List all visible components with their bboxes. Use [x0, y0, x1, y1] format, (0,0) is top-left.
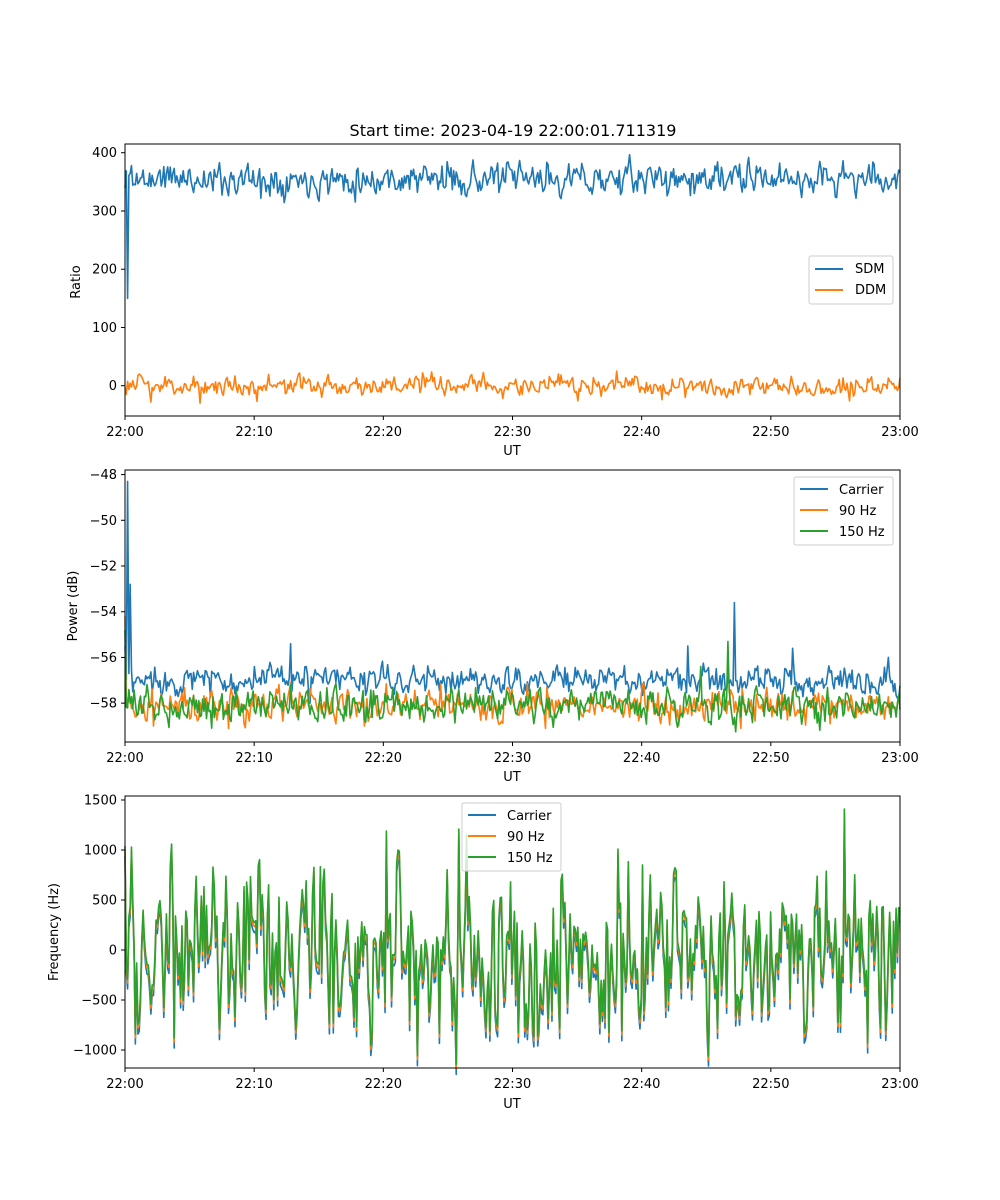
power-plot-frame	[124, 469, 901, 743]
frequency-legend-label-carrier: Carrier	[507, 809, 552, 824]
ratio-x-tick-label: 22:30	[494, 425, 531, 440]
ratio-y-tick-label: 300	[92, 204, 117, 219]
frequency-x-tick-label: 22:40	[623, 1077, 660, 1092]
power-legend-box	[793, 476, 894, 546]
frequency-x-axis-label: UT	[503, 1097, 521, 1112]
frequency-legend: Carrier 90 Hz 150 Hz	[461, 802, 562, 872]
figure-title: Start time: 2023-04-19 22:00:01.711319	[350, 121, 677, 140]
frequency-x-tick-label: 22:50	[752, 1077, 789, 1092]
frequency-legend-label-90hz: 90 Hz	[507, 830, 544, 845]
power-x-tick-label: 22:50	[752, 751, 789, 766]
power-x-tick-label: 22:00	[106, 751, 143, 766]
ratio-x-tick-label: 23:00	[881, 425, 918, 440]
ratio-x-tick-label: 22:10	[235, 425, 272, 440]
power-x-tick-label: 22:10	[235, 751, 272, 766]
power-legend: Carrier 90 Hz 150 Hz	[793, 476, 894, 546]
power-tick-layer: 22:00 22:10 22:20 22:30 22:40 22:50 23:00 −48 −5…	[90, 468, 919, 766]
power-x-tick-label: 22:40	[623, 751, 660, 766]
frequency-series-150-hz	[124, 808, 901, 1066]
power-series-layer	[124, 480, 901, 733]
panel-frequency: 22:00 22:10 22:20 22:30 22:40 22:50 23:00 1500 1…	[47, 794, 919, 1113]
frequency-x-tick-label: 23:00	[881, 1077, 918, 1092]
frequency-x-tick-label: 22:00	[106, 1077, 143, 1092]
ratio-legend-label-sdm: SDM	[855, 262, 884, 277]
ratio-legend: SDM DDM	[808, 255, 894, 305]
ratio-x-tick-label: 22:50	[752, 425, 789, 440]
power-x-tick-label: 22:20	[365, 751, 402, 766]
panel-power: 22:00 22:10 22:20 22:30 22:40 22:50 23:00 −48 −5…	[66, 468, 919, 785]
ratio-y-tick-label: 200	[92, 263, 117, 278]
power-legend-label-90hz: 90 Hz	[839, 504, 876, 519]
frequency-y-tick-label: 500	[92, 894, 117, 909]
ratio-x-tick-label: 22:00	[106, 425, 143, 440]
ratio-series-sdm	[124, 153, 901, 300]
frequency-y-tick-label: 1500	[84, 794, 117, 809]
frequency-series-layer	[124, 808, 901, 1076]
power-y-tick-label: −50	[90, 514, 117, 529]
power-y-tick-label: −58	[90, 697, 117, 712]
ratio-y-tick-label: 100	[92, 321, 117, 336]
ratio-y-tick-label: 0	[109, 379, 117, 394]
frequency-y-tick-label: 0	[109, 944, 117, 959]
power-series-carrier	[124, 480, 901, 705]
panel-ratio: 22:00 22:10 22:20 22:30 22:40 22:50 23:00 0 100 2…	[69, 143, 919, 459]
ratio-x-tick-label: 22:20	[365, 425, 402, 440]
frequency-plot-frame	[124, 795, 901, 1069]
ratio-legend-label-ddm: DDM	[855, 283, 886, 298]
frequency-tick-layer: 22:00 22:10 22:20 22:30 22:40 22:50 23:00 1500 1…	[73, 794, 919, 1093]
frequency-y-tick-label: −500	[81, 994, 117, 1009]
ratio-y-tick-label: 400	[92, 146, 117, 161]
frequency-x-tick-label: 22:20	[365, 1077, 402, 1092]
power-y-tick-label: −54	[90, 605, 117, 620]
frequency-y-axis-label: Frequency (Hz)	[47, 883, 62, 981]
ratio-x-tick-label: 22:40	[623, 425, 660, 440]
power-y-tick-label: −56	[90, 651, 117, 666]
power-legend-label-carrier: Carrier	[839, 483, 884, 498]
ratio-series-ddm	[124, 370, 901, 404]
ratio-x-axis-label: UT	[503, 444, 521, 459]
frequency-y-tick-label: −1000	[73, 1044, 117, 1059]
power-y-axis-label: Power (dB)	[66, 571, 81, 642]
ratio-plot-frame	[124, 143, 901, 417]
frequency-legend-label-150hz: 150 Hz	[507, 851, 553, 866]
frequency-legend-box	[461, 802, 562, 872]
power-x-axis-label: UT	[503, 770, 521, 785]
power-legend-label-150hz: 150 Hz	[839, 525, 885, 540]
power-x-tick-label: 23:00	[881, 751, 918, 766]
frequency-x-tick-label: 22:10	[235, 1077, 272, 1092]
ratio-y-axis-label: Ratio	[69, 265, 84, 298]
ratio-tick-layer: 22:00 22:10 22:20 22:30 22:40 22:50 23:00 0 100 2…	[92, 146, 919, 440]
frequency-y-tick-label: 1000	[84, 844, 117, 859]
power-y-tick-label: −52	[90, 560, 117, 575]
ratio-series-layer	[124, 153, 901, 404]
power-x-tick-label: 22:30	[494, 751, 531, 766]
frequency-x-tick-label: 22:30	[494, 1077, 531, 1092]
power-y-tick-label: −48	[90, 468, 117, 483]
power-series-150-hz	[124, 629, 901, 733]
